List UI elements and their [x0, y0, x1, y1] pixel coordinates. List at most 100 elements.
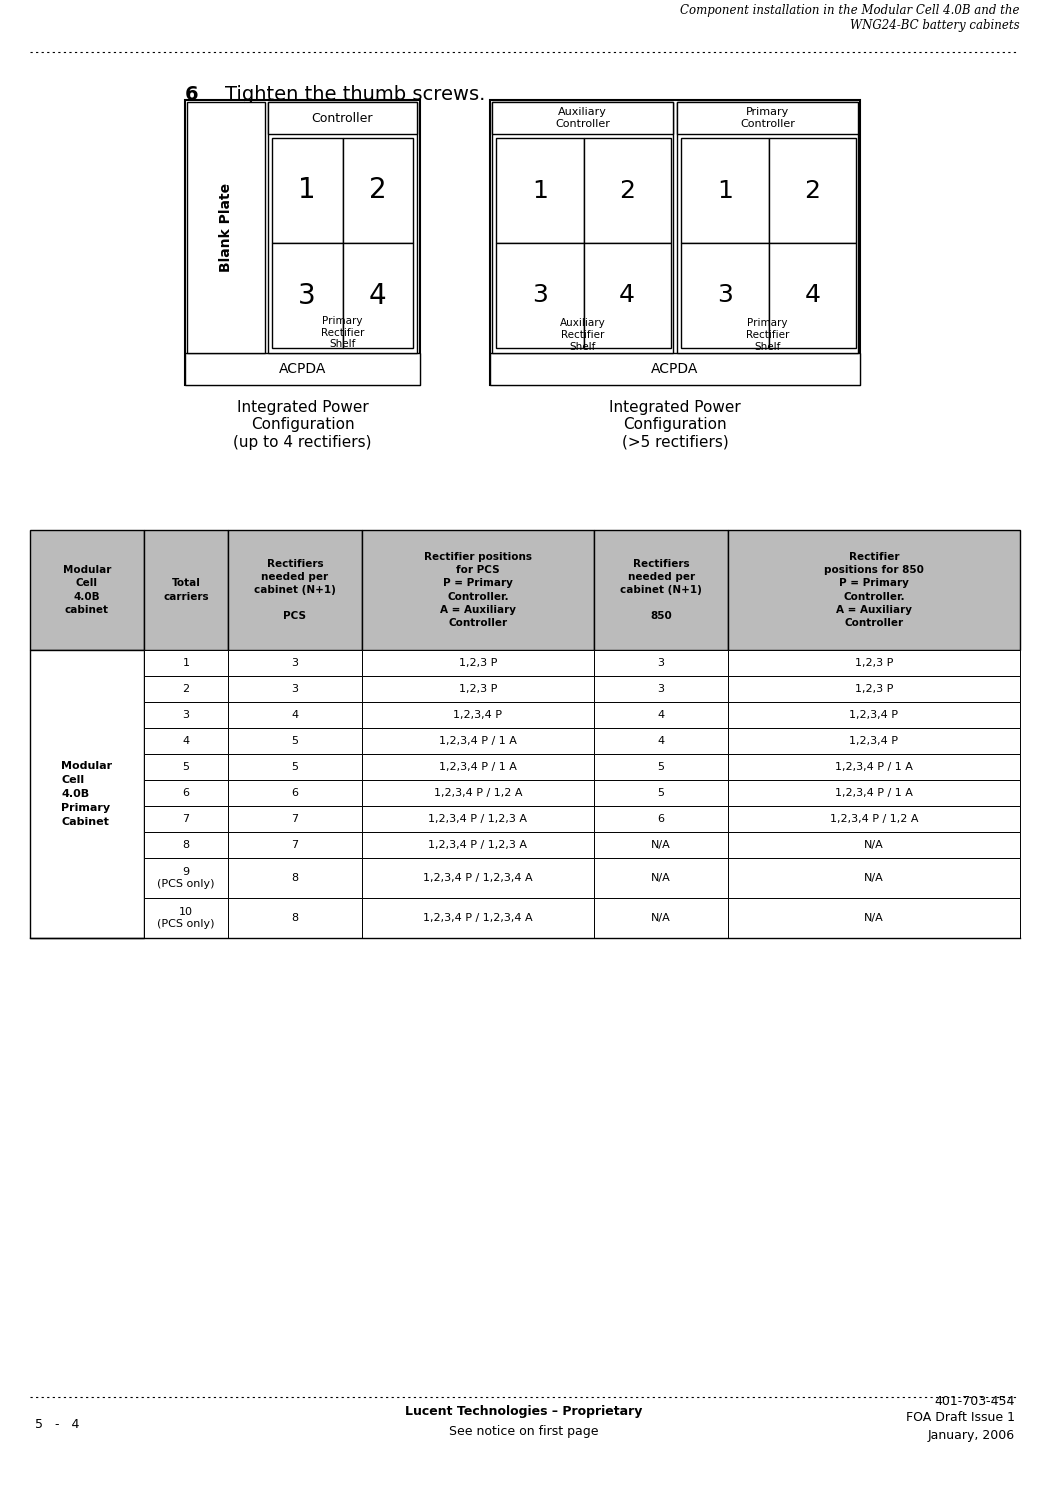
Bar: [144, 898, 228, 938]
Text: Primary
Rectifier
Shelf: Primary Rectifier Shelf: [746, 318, 789, 351]
Text: 4: 4: [369, 282, 387, 309]
Bar: [728, 898, 1020, 938]
Bar: [228, 702, 362, 727]
Text: 6: 6: [291, 788, 299, 798]
Text: Integrated Power
Configuration
(>5 rectifiers): Integrated Power Configuration (>5 recti…: [609, 400, 741, 450]
Text: Blank Plate: Blank Plate: [219, 183, 233, 272]
Text: Controller: Controller: [311, 111, 373, 125]
Bar: [584, 138, 671, 243]
Bar: [728, 754, 1020, 780]
Text: 2: 2: [804, 178, 821, 203]
Bar: [677, 102, 858, 352]
Text: 401-703-454: 401-703-454: [935, 1395, 1016, 1408]
Bar: [728, 833, 1020, 858]
Bar: [144, 702, 228, 727]
Text: Primary
Rectifier
Shelf: Primary Rectifier Shelf: [321, 316, 365, 350]
Text: 1,2,3,4 P / 1,2,3,4 A: 1,2,3,4 P / 1,2,3,4 A: [423, 873, 532, 883]
Text: 1,2,3,4 P: 1,2,3,4 P: [454, 710, 502, 720]
Bar: [594, 806, 728, 832]
Bar: [362, 780, 594, 806]
Bar: [362, 530, 594, 650]
Bar: [362, 898, 594, 938]
Bar: [728, 728, 1020, 754]
Text: 1,2,3,4 P / 1,2 A: 1,2,3,4 P / 1,2 A: [830, 815, 918, 824]
Bar: [144, 754, 228, 780]
Bar: [768, 138, 856, 243]
Text: 4: 4: [657, 710, 664, 720]
Bar: [185, 100, 420, 386]
Text: 1: 1: [531, 178, 548, 203]
Text: Component installation in the Modular Cell 4.0B and the
WNG24-BC battery cabinet: Component installation in the Modular Ce…: [680, 4, 1020, 32]
Text: Modular
Cell
4.0B
Primary
Cabinet: Modular Cell 4.0B Primary Cabinet: [62, 760, 112, 826]
Text: Total
carriers: Total carriers: [163, 579, 209, 602]
Text: 3: 3: [658, 658, 664, 668]
Bar: [362, 858, 594, 898]
Text: 1: 1: [717, 178, 733, 203]
Bar: [144, 676, 228, 702]
Text: N/A: N/A: [651, 840, 671, 850]
Bar: [268, 102, 417, 134]
Text: 5: 5: [658, 788, 664, 798]
Text: N/A: N/A: [865, 840, 883, 850]
Text: 4: 4: [619, 284, 635, 308]
Bar: [594, 702, 728, 727]
Bar: [144, 650, 228, 676]
Text: 7: 7: [291, 840, 299, 850]
Text: 7: 7: [182, 815, 190, 824]
Text: 1,2,3,4 P / 1,2,3 A: 1,2,3,4 P / 1,2,3 A: [429, 815, 527, 824]
Bar: [144, 780, 228, 806]
Text: Auxiliary
Rectifier
Shelf: Auxiliary Rectifier Shelf: [560, 318, 606, 351]
Text: 4: 4: [182, 736, 190, 746]
Text: N/A: N/A: [865, 873, 883, 883]
Bar: [728, 806, 1020, 832]
Bar: [228, 650, 362, 676]
Bar: [362, 728, 594, 754]
Bar: [362, 833, 594, 858]
Bar: [272, 243, 343, 348]
Bar: [681, 243, 768, 348]
Bar: [228, 676, 362, 702]
Text: 1,2,3 P: 1,2,3 P: [855, 658, 893, 668]
Text: N/A: N/A: [651, 873, 671, 883]
Text: Integrated Power
Configuration
(up to 4 rectifiers): Integrated Power Configuration (up to 4 …: [234, 400, 372, 450]
Bar: [594, 780, 728, 806]
Bar: [144, 728, 228, 754]
Text: 3: 3: [531, 284, 548, 308]
Text: 4: 4: [804, 284, 821, 308]
Text: 3: 3: [717, 284, 733, 308]
Text: 1,2,3 P: 1,2,3 P: [459, 658, 497, 668]
Bar: [594, 833, 728, 858]
Text: ACPDA: ACPDA: [651, 362, 699, 376]
Bar: [594, 858, 728, 898]
Text: 1,2,3,4 P: 1,2,3,4 P: [850, 710, 898, 720]
Bar: [268, 102, 417, 352]
Text: January, 2006: January, 2006: [927, 1430, 1016, 1442]
Text: 1,2,3,4 P / 1 A: 1,2,3,4 P / 1 A: [835, 788, 913, 798]
Text: Auxiliary
Controller: Auxiliary Controller: [555, 106, 610, 129]
Text: 3: 3: [182, 710, 190, 720]
Bar: [594, 754, 728, 780]
Text: 2: 2: [182, 684, 190, 694]
Text: 4: 4: [291, 710, 299, 720]
Text: 10
(PCS only): 10 (PCS only): [157, 908, 215, 928]
Text: 5   -   4: 5 - 4: [35, 1419, 80, 1431]
Text: 5: 5: [291, 736, 299, 746]
Bar: [496, 243, 584, 348]
Bar: [677, 102, 858, 134]
Text: Lucent Technologies – Proprietary: Lucent Technologies – Proprietary: [406, 1406, 642, 1417]
Bar: [728, 530, 1020, 650]
Text: 2: 2: [619, 178, 635, 203]
Text: 3: 3: [291, 658, 299, 668]
Bar: [594, 650, 728, 676]
Text: 3: 3: [299, 282, 316, 309]
Bar: [490, 352, 860, 386]
Bar: [228, 780, 362, 806]
Text: Primary
Controller: Primary Controller: [740, 106, 795, 129]
Bar: [272, 138, 343, 243]
Text: Modular
Cell
4.0B
cabinet: Modular Cell 4.0B cabinet: [63, 566, 111, 615]
Text: 2: 2: [369, 177, 387, 204]
Bar: [144, 530, 228, 650]
Bar: [768, 243, 856, 348]
Text: 8: 8: [291, 914, 299, 922]
Bar: [362, 676, 594, 702]
